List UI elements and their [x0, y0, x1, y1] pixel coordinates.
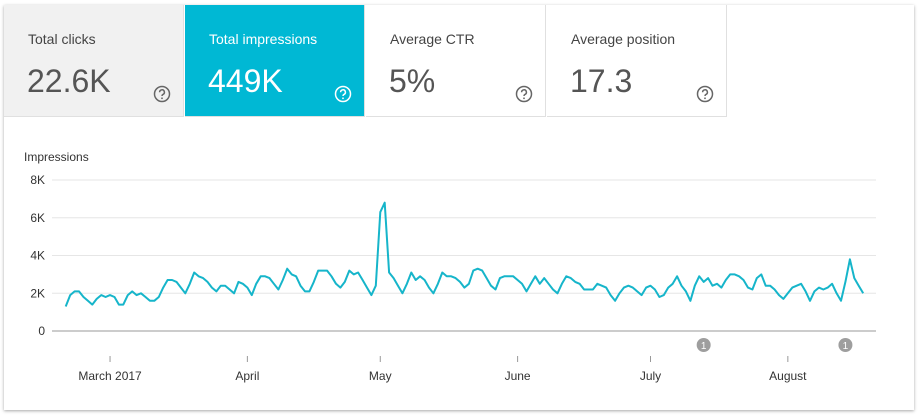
metric-card[interactable]: Average CTR 5%: [366, 5, 546, 117]
help-icon[interactable]: [334, 85, 352, 103]
card-label: Total impressions: [209, 31, 318, 47]
metric-card[interactable]: Total impressions 449K: [185, 5, 365, 117]
y-tick-label: 6K: [30, 211, 45, 225]
x-tick-label: July: [640, 369, 661, 383]
card-label: Total clicks: [28, 31, 96, 47]
card-value: 17.3: [570, 63, 633, 99]
y-tick-label: 2K: [30, 286, 45, 300]
card-value: 5%: [389, 63, 436, 99]
line-series: [64, 201, 865, 307]
panel: Total clicks 22.6K Total impressions 449…: [4, 5, 914, 410]
card-value: 449K: [208, 63, 283, 99]
annotation-marker[interactable]: [838, 338, 853, 352]
help-icon[interactable]: [153, 85, 171, 103]
card-label: Average CTR: [390, 31, 475, 47]
y-axis-title: Impressions: [24, 150, 89, 164]
metric-card[interactable]: Average position 17.3: [547, 5, 727, 117]
x-tick-label: May: [369, 369, 392, 383]
annotation-label: 1: [701, 341, 707, 352]
card-label: Average position: [571, 31, 676, 47]
metric-card[interactable]: Total clicks 22.6K: [4, 5, 184, 117]
annotation-marker[interactable]: [696, 338, 711, 352]
help-icon[interactable]: [515, 85, 533, 103]
x-tick-label: June: [505, 369, 531, 383]
annotation-label: 1: [843, 341, 849, 352]
y-tick-label: 4K: [30, 249, 45, 263]
card-value: 22.6K: [27, 63, 111, 99]
y-tick-label: 8K: [30, 173, 45, 187]
x-tick-label: August: [769, 369, 807, 383]
help-icon[interactable]: [696, 85, 714, 103]
x-tick-label: March 2017: [78, 369, 142, 383]
x-tick-label: April: [235, 369, 259, 383]
y-tick-label: 0: [38, 324, 45, 338]
